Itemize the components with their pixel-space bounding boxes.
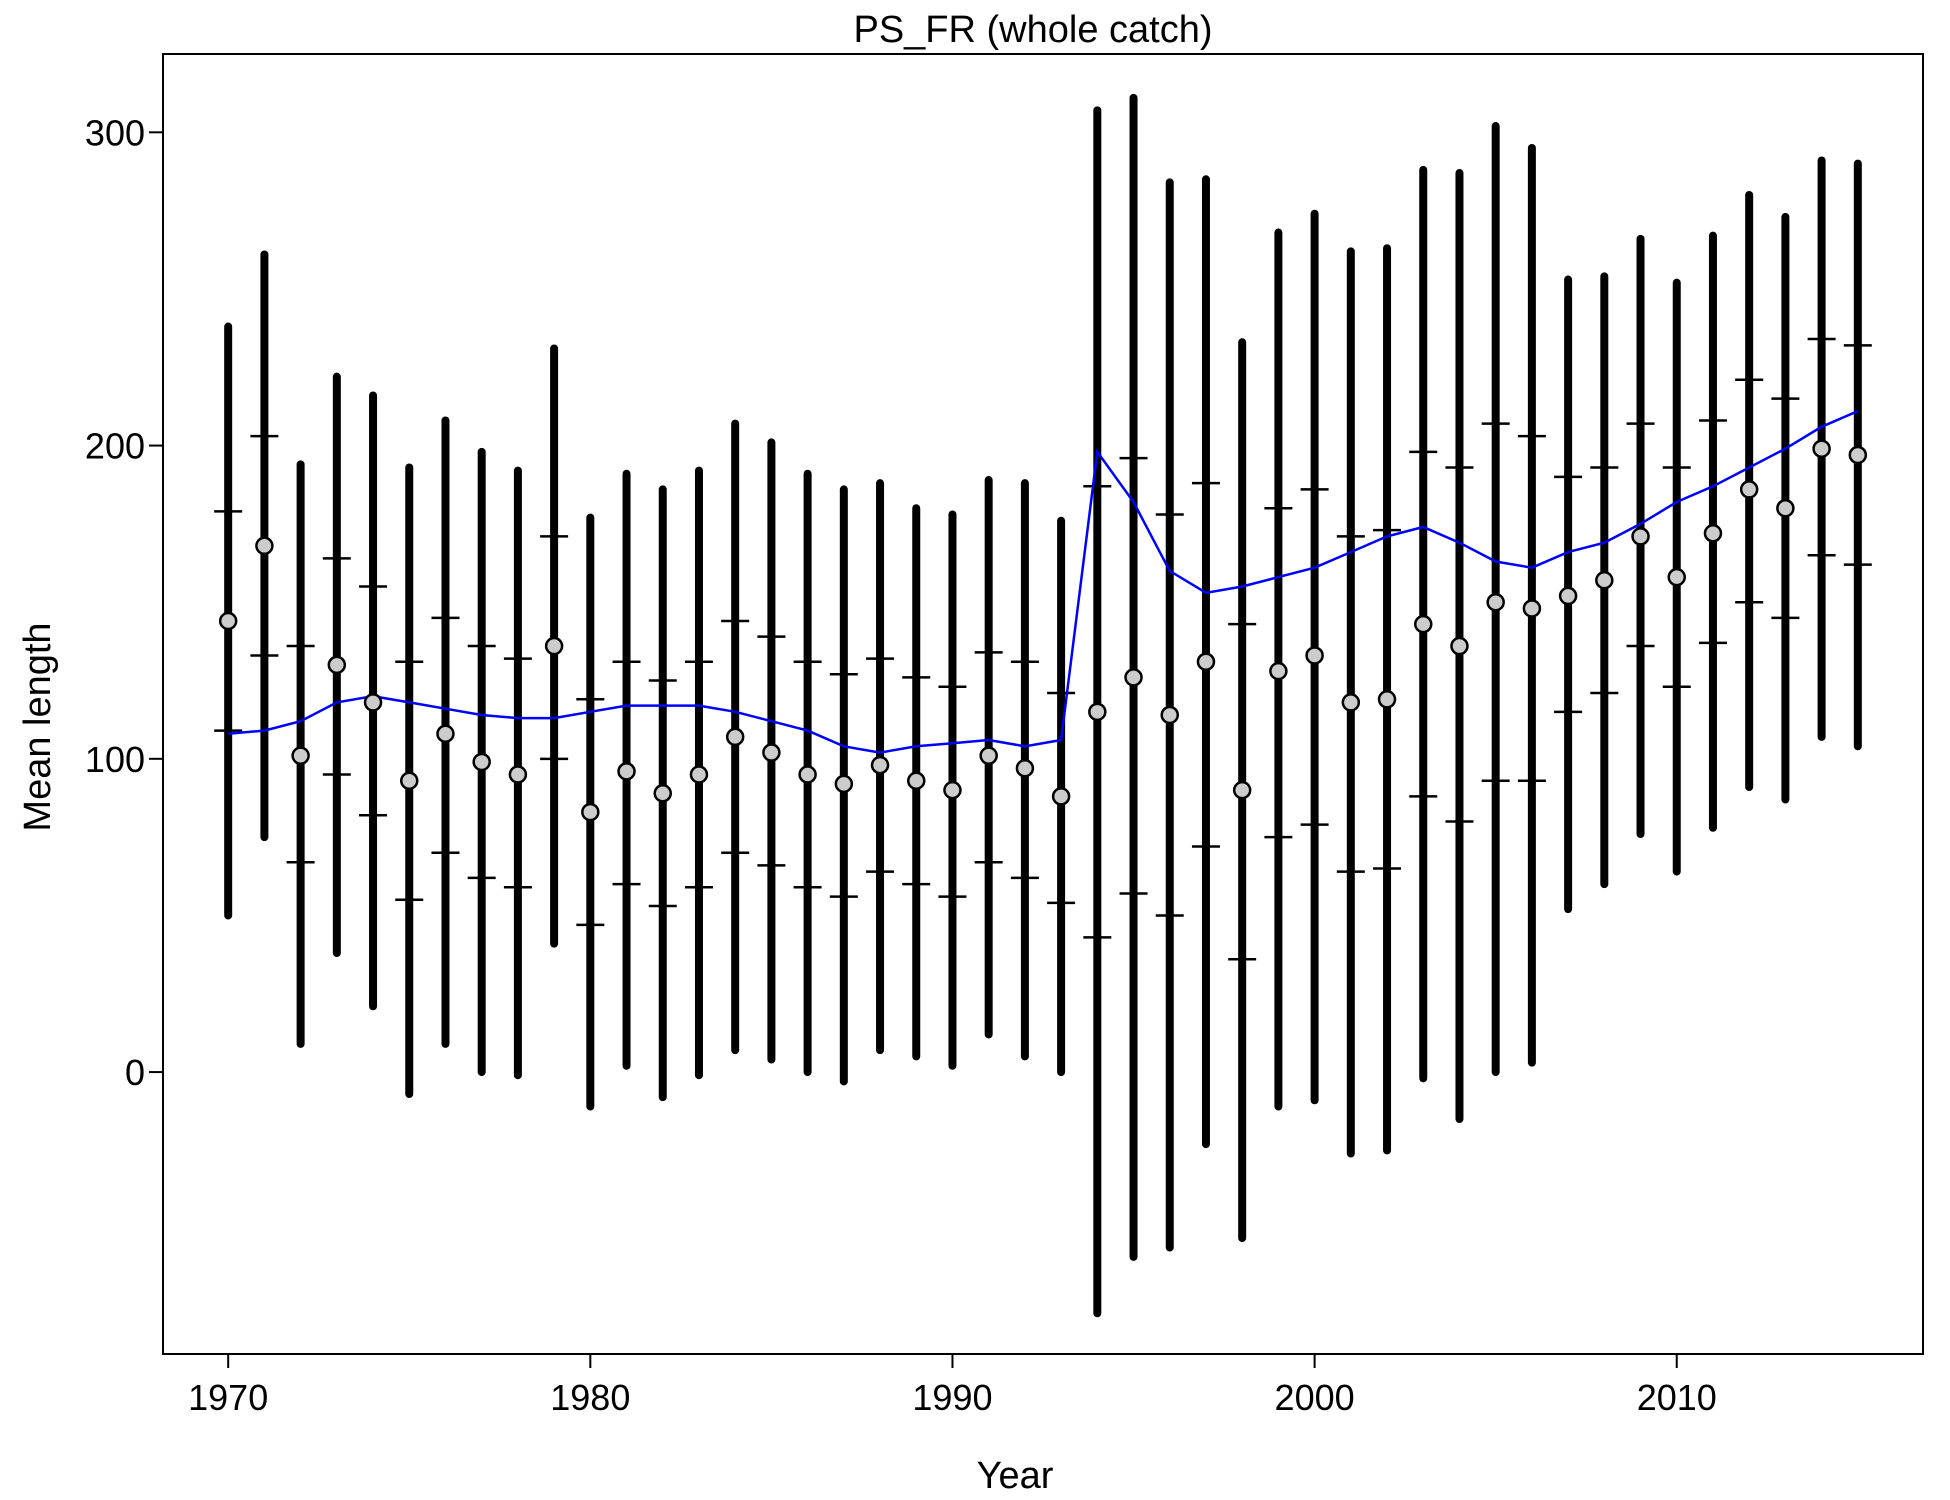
observed-mean-point xyxy=(725,727,745,747)
observed-mean-point xyxy=(1124,668,1143,687)
observed-mean-point xyxy=(400,771,419,790)
observed-mean-point xyxy=(943,780,962,800)
observed-mean-point xyxy=(291,746,310,765)
plot-frame xyxy=(162,53,1924,1355)
observed-mean-point xyxy=(508,765,528,784)
x-tick-label: 1970 xyxy=(188,1377,268,1418)
observed-mean-point xyxy=(1776,498,1795,518)
observed-mean-point xyxy=(472,752,491,772)
observed-mean-point xyxy=(1812,439,1831,458)
observed-mean-point xyxy=(762,743,781,762)
observed-mean-point xyxy=(436,724,455,744)
observed-mean-point xyxy=(1051,787,1071,806)
observed-mean-point xyxy=(1450,636,1469,656)
observed-mean-point xyxy=(1341,693,1361,712)
y-tick-label: 200 xyxy=(85,426,145,467)
y-axis-label: Mean length xyxy=(17,622,59,831)
y-tick-label: 100 xyxy=(85,739,145,780)
observed-mean-point xyxy=(617,762,636,781)
observed-mean-point xyxy=(1269,661,1288,681)
x-tick-label: 1990 xyxy=(912,1377,992,1418)
expected-mean-line xyxy=(228,409,1859,754)
observed-mean-point xyxy=(1703,524,1723,543)
observed-mean-point xyxy=(581,802,600,822)
observed-mean-point xyxy=(798,765,817,784)
observed-mean-point xyxy=(363,693,383,712)
observed-mean-point xyxy=(689,765,709,784)
observed-mean-point xyxy=(1088,702,1107,722)
observed-mean-point xyxy=(1232,780,1252,800)
observed-mean-point xyxy=(1595,571,1614,590)
observed-mean-point xyxy=(1667,567,1686,587)
y-tick-label: 0 xyxy=(125,1052,145,1093)
observed-mean-point xyxy=(1413,614,1433,634)
observed-mean-point xyxy=(1160,705,1179,725)
observed-mean-point xyxy=(218,611,238,631)
observed-mean-point xyxy=(979,746,998,765)
observed-mean-point xyxy=(653,784,673,803)
y-tick-label: 300 xyxy=(85,112,145,153)
observed-mean-point xyxy=(1739,480,1759,499)
observed-mean-point xyxy=(544,636,564,656)
x-tick-label: 2010 xyxy=(1637,1377,1717,1418)
observed-mean-point xyxy=(1305,646,1324,665)
observed-mean-point xyxy=(1015,758,1035,778)
observed-mean-point xyxy=(834,774,854,794)
observed-mean-point xyxy=(1522,599,1542,618)
axes: 1970 1980 1990 2000 2010 0 100 200 300 xyxy=(85,112,1717,1418)
chart-marks xyxy=(214,93,1872,1318)
observed-mean-point xyxy=(1196,652,1216,671)
observed-mean-point xyxy=(1486,592,1505,612)
observed-mean-point xyxy=(870,755,890,775)
observed-mean-point xyxy=(1848,445,1868,465)
x-axis-label: Year xyxy=(977,1455,1054,1497)
observed-mean-point xyxy=(1631,527,1650,546)
observed-mean-point xyxy=(1558,586,1578,606)
x-tick-label: 2000 xyxy=(1275,1377,1355,1418)
observed-mean-point xyxy=(327,655,347,675)
observed-mean-point xyxy=(255,536,274,556)
x-tick-label: 1980 xyxy=(550,1377,630,1418)
chart-title: PS_FR (whole catch) xyxy=(853,9,1212,51)
observed-mean-point xyxy=(907,771,926,790)
observed-mean-point xyxy=(1377,690,1397,709)
